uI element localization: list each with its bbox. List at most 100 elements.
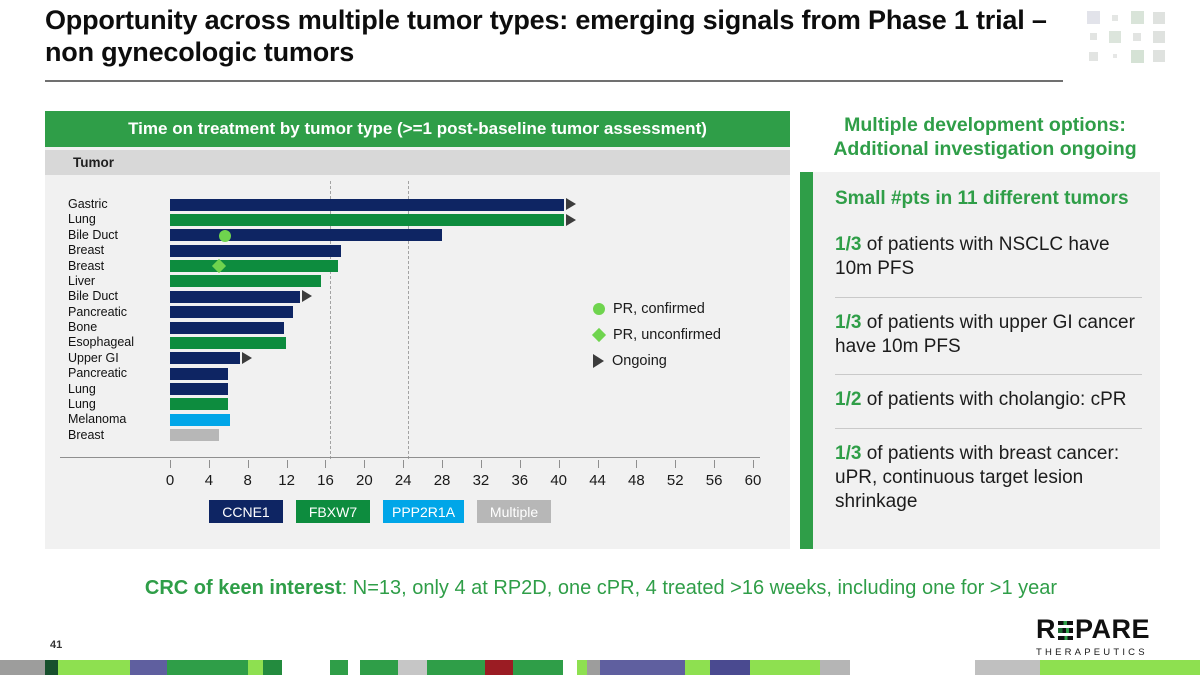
repare-logo-subtext: THERAPEUTICS [1036, 647, 1148, 658]
strip-segment [975, 660, 1040, 675]
dot-cell [1126, 8, 1148, 27]
bar-ccne1 [170, 352, 240, 365]
logo-prefix: R [1036, 614, 1056, 644]
marker-legend-item: PR, confirmed [593, 296, 721, 322]
row-label: Pancreatic [68, 366, 128, 381]
footnote-highlight: CRC of keen interest [144, 577, 342, 599]
circle-icon [593, 303, 605, 315]
row-label: Esophageal [68, 335, 135, 350]
bar-fbxw7 [170, 260, 339, 272]
info-item-highlight: 1/2 [835, 389, 862, 411]
info-item: 1/3 of patients with upper GI cancer hav… [835, 296, 1142, 375]
info-item: 1/3 of patients with NSCLC have 10m PFS [835, 220, 1142, 297]
strip-segment [513, 660, 563, 675]
strip-segment [750, 660, 820, 675]
ongoing-triangle-icon [565, 198, 576, 211]
bar-row [170, 366, 753, 381]
row-label: Melanoma [68, 412, 127, 427]
x-tick [558, 460, 560, 468]
x-tick-label: 24 [394, 472, 412, 489]
ongoing-triangle-icon [241, 351, 252, 364]
x-tick [247, 460, 249, 468]
bar-row [170, 289, 753, 304]
dot-square [1109, 30, 1121, 43]
bar-row [170, 197, 753, 212]
bar-ccne1 [170, 367, 229, 380]
strip-segment [577, 660, 587, 675]
x-tick-label: 8 [243, 472, 252, 489]
dot-cell [1148, 27, 1170, 46]
row-label: Lung [68, 396, 96, 411]
row-label: Breast [68, 258, 105, 273]
footer-color-strip [0, 660, 1200, 675]
strip-segment [330, 660, 348, 675]
x-tick [442, 460, 444, 468]
dot-cell [1104, 8, 1126, 27]
chart-card: Time on treatment by tumor type (>=1 pos… [45, 111, 790, 549]
x-tick [208, 460, 210, 468]
x-tick [519, 460, 521, 468]
dot-square [1113, 54, 1117, 59]
bar-row [170, 335, 753, 350]
ongoing-triangle-icon [302, 290, 313, 303]
x-tick [286, 460, 288, 468]
bar-row [170, 320, 753, 335]
dot-square [1130, 11, 1144, 25]
row-label: Lung [68, 212, 96, 227]
chart-title: Time on treatment by tumor type (>=1 pos… [45, 111, 790, 147]
strip-segment [1040, 660, 1200, 675]
x-tick [170, 460, 171, 468]
bar-fbxw7 [170, 213, 564, 226]
strip-segment [850, 660, 975, 675]
legend-chip-ppp2r1a: PPP2R1A [383, 500, 465, 523]
strip-segment [563, 660, 577, 675]
x-tick-label: 56 [705, 472, 723, 489]
dot-cell [1104, 27, 1126, 46]
bar-fbxw7 [170, 336, 286, 349]
marker-legend-label: PR, confirmed [613, 301, 705, 317]
bar-row [170, 259, 753, 274]
page-title: Opportunity across multiple tumor types:… [45, 5, 1047, 67]
dot-square [1133, 32, 1141, 41]
dot-square [1153, 30, 1165, 43]
info-item-text: of patients with breast cancer: uPR, con… [835, 442, 1120, 513]
dot-cell [1082, 8, 1104, 27]
bar-row [170, 243, 753, 258]
strip-segment [263, 660, 282, 675]
marker-legend-label: PR, unconfirmed [613, 327, 721, 343]
plot-rows [170, 197, 753, 443]
info-item-text: of patients with upper GI cancer have 10… [835, 311, 1135, 357]
row-label: Bile Duct [68, 289, 119, 304]
dot-square [1112, 14, 1118, 21]
row-label: Lung [68, 381, 96, 396]
x-tick [675, 460, 677, 468]
x-tick-label: 20 [355, 472, 373, 489]
dot-square [1088, 51, 1098, 61]
row-label: Breast [68, 243, 105, 258]
triangle-right-icon [593, 354, 604, 368]
x-tick-label: 16 [317, 472, 334, 489]
strip-segment [710, 660, 750, 675]
row-label: Bone [68, 320, 98, 334]
bar-row [170, 351, 753, 366]
bar-ccne1 [170, 229, 443, 242]
chart-row-header: Tumor [45, 150, 790, 175]
info-item-highlight: 1/3 [835, 311, 862, 333]
x-tick [597, 460, 599, 468]
page-number: 41 [50, 639, 63, 651]
bar-row [170, 305, 753, 320]
strip-segment [248, 660, 263, 675]
info-item: 1/2 of patients with cholangio: cPR [835, 374, 1142, 427]
title-divider [45, 80, 1063, 82]
marker-legend-label: Ongoing [612, 353, 667, 369]
info-item-highlight: 1/3 [835, 234, 862, 255]
info-item: 1/3 of patients with breast cancer: uPR,… [835, 427, 1142, 530]
bar-ppp2r1a [170, 413, 231, 426]
footnote-text: : N=13, only 4 at RP2D, one cPR, 4 treat… [341, 577, 1058, 599]
strip-segment [58, 660, 130, 675]
logo-suffix: PARE [1075, 614, 1151, 644]
info-box-title: Small #pts in 11 different tumors [835, 188, 1129, 209]
bar-row [170, 274, 753, 289]
strip-segment [587, 660, 600, 675]
